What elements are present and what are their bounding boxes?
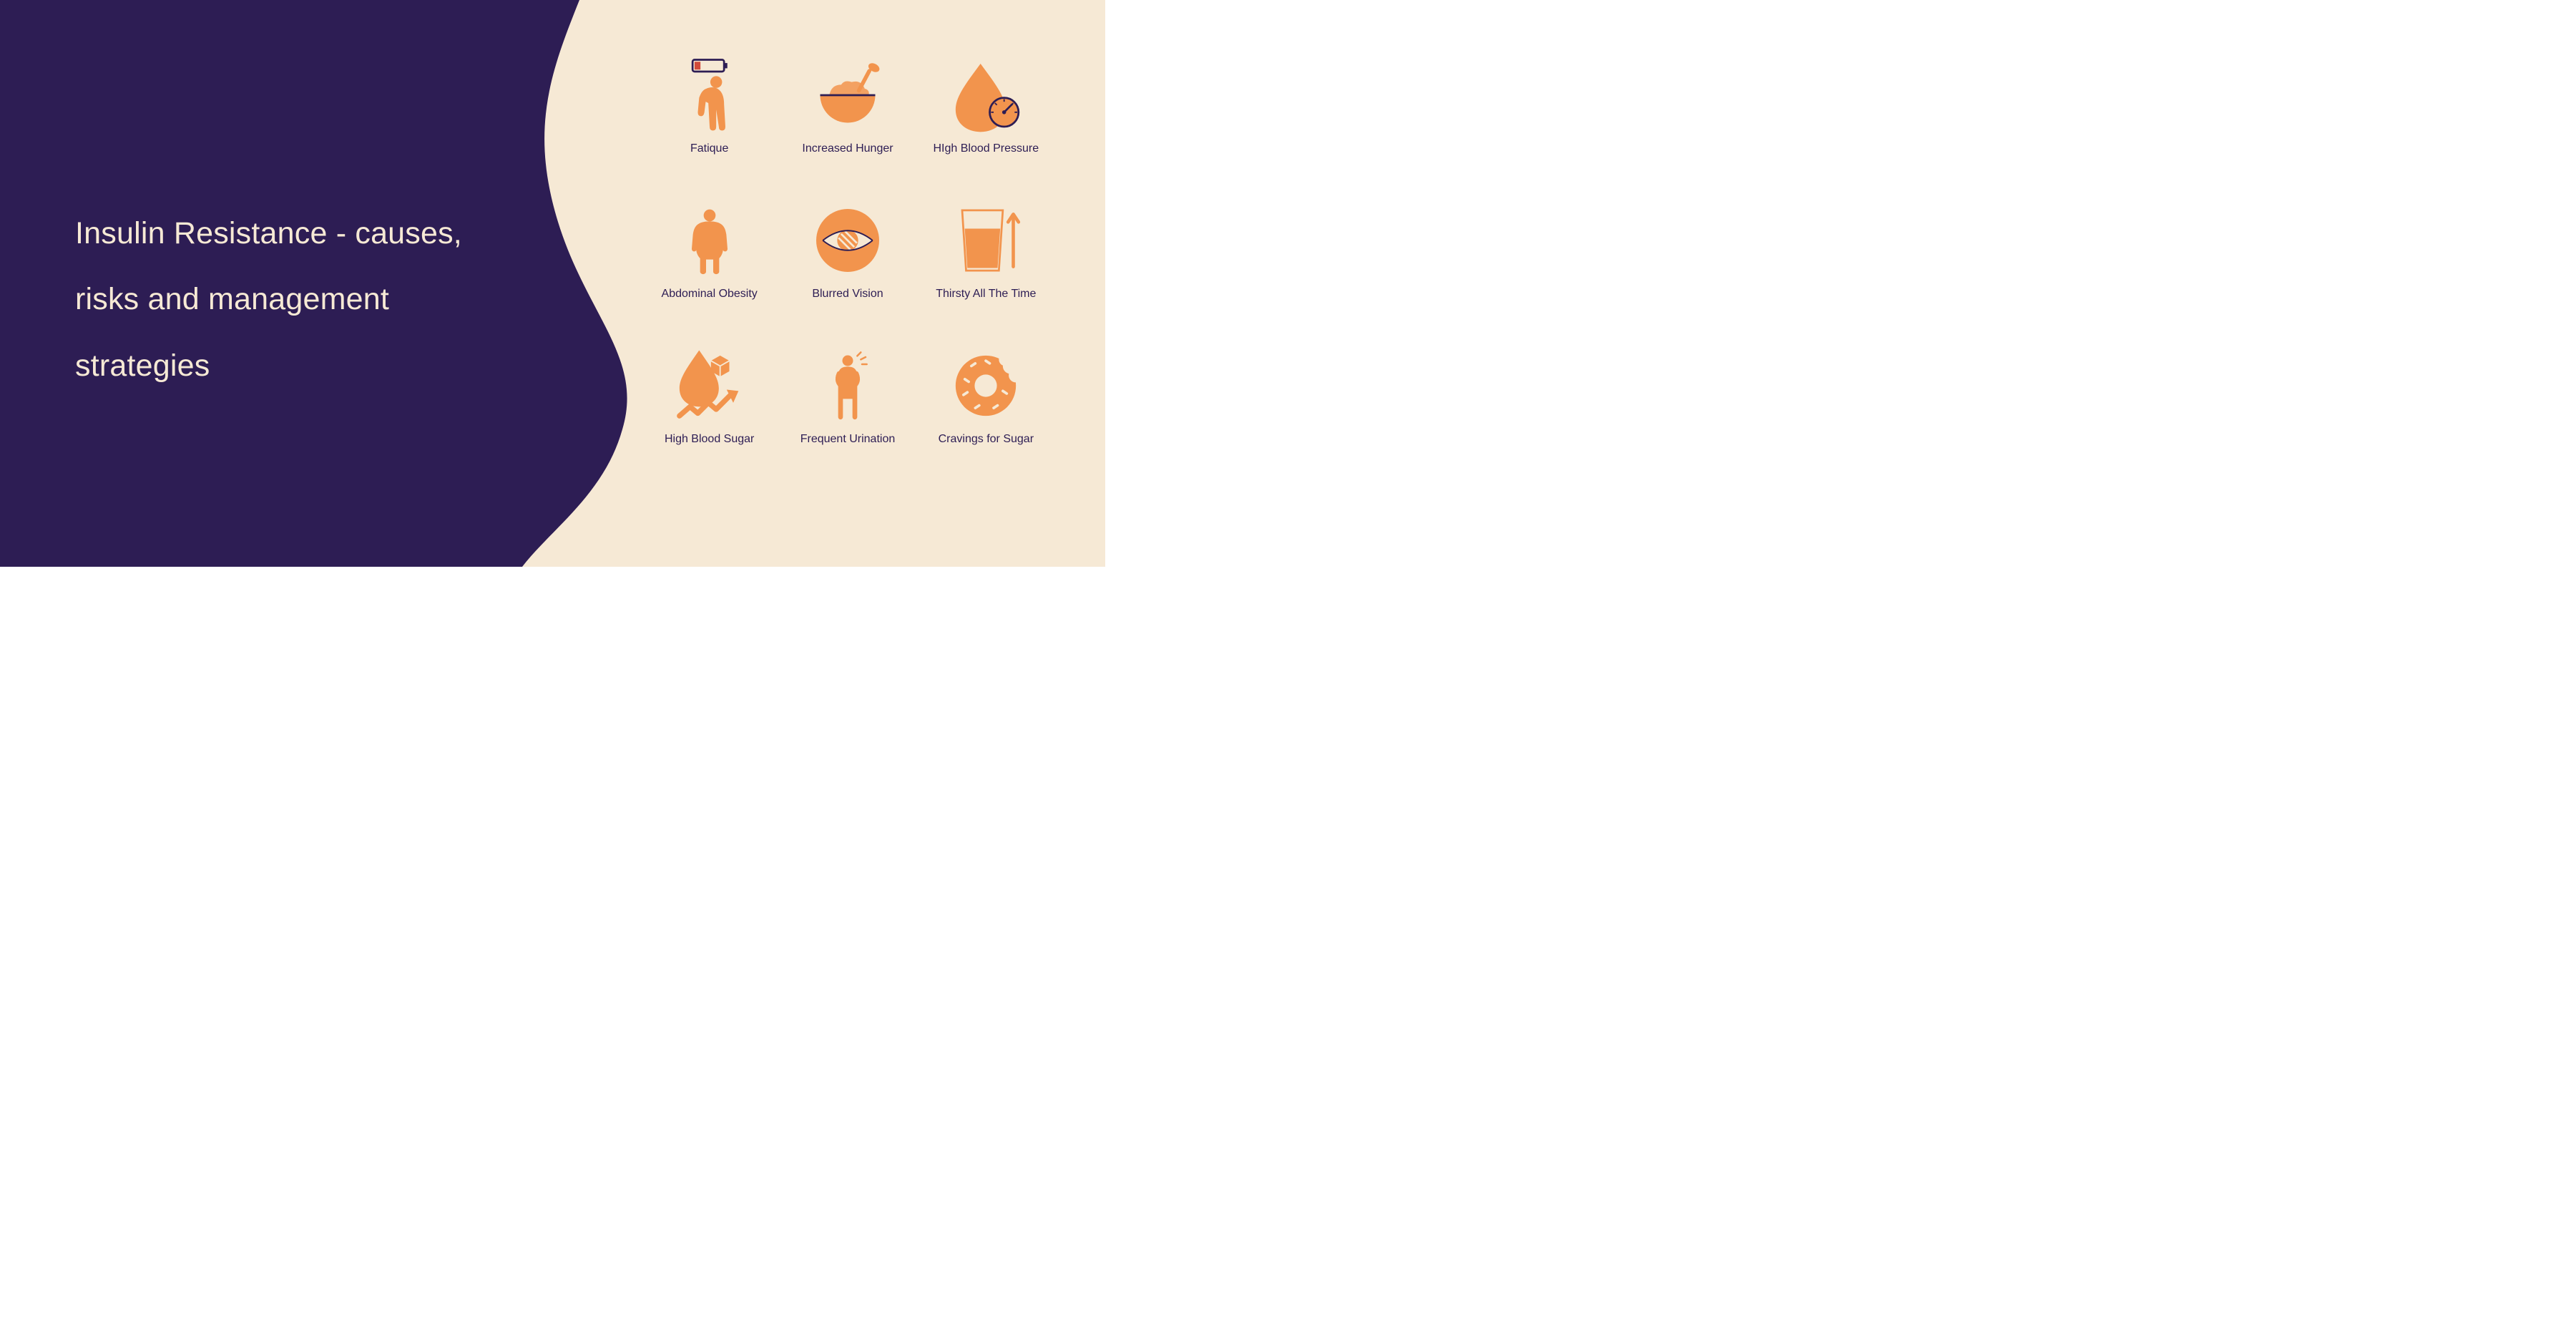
symptom-label: Thirsty All The Time xyxy=(936,287,1036,301)
thirsty-icon xyxy=(943,199,1029,281)
symptom-hunger: Increased Hunger xyxy=(785,54,909,156)
symptom-bloodpressure: HIgh Blood Pressure xyxy=(924,54,1048,156)
symptom-label: Blurred Vision xyxy=(812,287,883,301)
symptom-obesity: Abdominal Obesity xyxy=(647,199,771,301)
symptom-bloodsugar: High Blood Sugar xyxy=(647,344,771,447)
urination-icon xyxy=(805,344,891,426)
bloodsugar-icon xyxy=(667,344,753,426)
cravings-icon xyxy=(943,344,1029,426)
fatigue-icon xyxy=(667,54,753,136)
symptom-urination: Frequent Urination xyxy=(785,344,909,447)
obesity-icon xyxy=(667,199,753,281)
symptom-fatigue: Fatique xyxy=(647,54,771,156)
symptom-label: Frequent Urination xyxy=(800,432,896,447)
page-title: Insulin Resistance - causes, risks and m… xyxy=(75,200,519,399)
symptom-thirsty: Thirsty All The Time xyxy=(924,199,1048,301)
symptom-blurredvision: Blurred Vision xyxy=(785,199,909,301)
symptom-cravings: Cravings for Sugar xyxy=(924,344,1048,447)
symptom-label: High Blood Sugar xyxy=(665,432,754,447)
symptom-label: Increased Hunger xyxy=(802,142,893,156)
hunger-icon xyxy=(805,54,891,136)
symptoms-grid: Fatique Increased Hunger xyxy=(647,54,1048,447)
bloodpressure-icon xyxy=(943,54,1029,136)
symptom-label: Fatique xyxy=(690,142,728,156)
symptom-label: Abdominal Obesity xyxy=(662,287,758,301)
infographic-stage: Insulin Resistance - causes, risks and m… xyxy=(0,0,1105,567)
symptom-label: HIgh Blood Pressure xyxy=(934,142,1039,156)
blurredvision-icon xyxy=(805,199,891,281)
symptom-label: Cravings for Sugar xyxy=(939,432,1034,447)
